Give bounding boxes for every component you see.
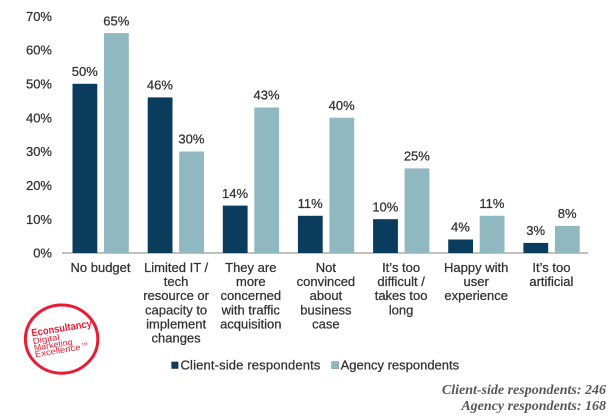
svg-text:10%: 10% <box>26 212 52 227</box>
svg-text:Client-side respondents: 246: Client-side respondents: 246 <box>442 383 606 398</box>
svg-text:10%: 10% <box>372 199 398 214</box>
svg-text:50%: 50% <box>26 77 52 92</box>
svg-text:65%: 65% <box>103 13 129 28</box>
svg-text:Happy with: Happy with <box>444 260 508 275</box>
svg-text:TM: TM <box>81 341 88 347</box>
svg-text:They are: They are <box>225 260 276 275</box>
svg-text:about: about <box>310 288 343 303</box>
svg-text:convinced: convinced <box>297 274 356 289</box>
svg-text:Digital: Digital <box>32 332 60 346</box>
svg-text:takes too: takes too <box>375 288 428 303</box>
svg-text:40%: 40% <box>26 110 52 125</box>
svg-text:experience: experience <box>444 288 508 303</box>
svg-text:70%: 70% <box>26 9 52 24</box>
svg-text:Agency respondents: 168: Agency respondents: 168 <box>460 399 606 414</box>
svg-text:No budget: No budget <box>71 260 131 275</box>
svg-text:11%: 11% <box>298 196 323 211</box>
svg-text:artificial: artificial <box>529 274 573 289</box>
svg-text:user: user <box>464 274 490 289</box>
svg-text:20%: 20% <box>26 178 52 193</box>
svg-text:Limited IT /: Limited IT / <box>144 260 208 275</box>
svg-text:capacity to: capacity to <box>145 302 207 317</box>
svg-text:tech: tech <box>164 274 189 289</box>
svg-text:43%: 43% <box>254 88 280 103</box>
svg-text:concerned: concerned <box>220 288 281 303</box>
svg-text:40%: 40% <box>329 98 355 113</box>
svg-text:long: long <box>389 302 414 317</box>
svg-text:25%: 25% <box>404 149 430 164</box>
svg-text:0%: 0% <box>33 246 52 261</box>
svg-text:60%: 60% <box>26 43 52 58</box>
svg-text:Agency respondents: Agency respondents <box>341 357 460 372</box>
svg-text:changes: changes <box>152 331 202 346</box>
svg-text:case: case <box>312 316 339 331</box>
svg-text:8%: 8% <box>558 206 577 221</box>
svg-text:business: business <box>300 302 352 317</box>
svg-text:It’s too: It’s too <box>532 260 570 275</box>
svg-text:30%: 30% <box>26 144 52 159</box>
svg-text:50%: 50% <box>72 64 98 79</box>
svg-text:11%: 11% <box>479 196 504 211</box>
svg-text:more: more <box>236 274 266 289</box>
svg-text:with traffic: with traffic <box>221 302 281 317</box>
svg-text:Not: Not <box>316 260 337 275</box>
svg-text:resource or: resource or <box>143 288 209 303</box>
svg-text:implement: implement <box>146 316 206 331</box>
svg-text:46%: 46% <box>147 78 173 93</box>
svg-text:Client-side respondents: Client-side respondents <box>181 357 321 372</box>
svg-text:3%: 3% <box>526 223 545 238</box>
svg-text:30%: 30% <box>178 132 204 147</box>
svg-text:14%: 14% <box>222 186 248 201</box>
svg-text:difficult /: difficult / <box>377 274 425 289</box>
svg-text:It’s too: It’s too <box>382 260 420 275</box>
svg-text:4%: 4% <box>451 220 470 235</box>
svg-text:acquisition: acquisition <box>220 316 281 331</box>
